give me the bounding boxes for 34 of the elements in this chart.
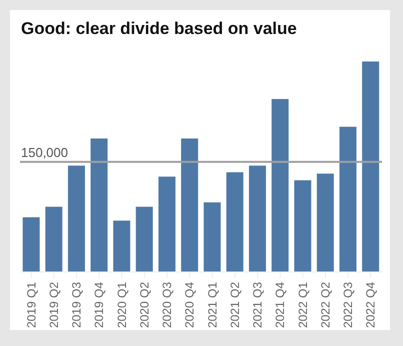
annotation: 150,000 [21,144,68,160]
x-tick-label: 2021 Q1 [205,282,220,328]
chart-title: Good: clear divide based on value [21,19,297,39]
x-tick-label: 2022 Q3 [341,282,356,328]
x-tick-label: 2019 Q4 [92,282,106,328]
x-tick-label: 2022 Q2 [318,282,332,328]
bar [68,166,85,272]
bar [90,138,108,272]
bar [113,220,130,272]
x-tick-label: 2022 Q4 [364,282,378,328]
x-tick-label: 2020 Q3 [160,282,174,328]
x-tick-label: 2020 Q1 [114,282,129,328]
bar [181,138,198,272]
bar [45,206,62,272]
bar [158,176,176,272]
x-tick-label: 2021 Q2 [228,282,242,328]
bar [204,202,221,272]
bar [272,98,289,272]
bar [22,217,40,272]
bar [136,206,153,272]
bar [362,61,380,272]
bar [294,180,312,272]
x-tick-label: 2019 Q3 [70,282,84,328]
x-tick-label: 2019 Q2 [46,282,61,328]
bar [316,174,334,272]
bar [226,172,244,272]
x-tick-label: 2020 Q4 [182,282,197,328]
x-tick-label: 2022 Q1 [296,282,310,328]
bar [339,126,356,272]
x-tick-label: 2021 Q4 [273,282,288,328]
x-tick-label: 2020 Q2 [137,282,152,328]
x-tick-label: 2019 Q1 [24,282,38,328]
x-tick-label: 2021 Q3 [250,282,265,328]
bar [248,166,266,272]
